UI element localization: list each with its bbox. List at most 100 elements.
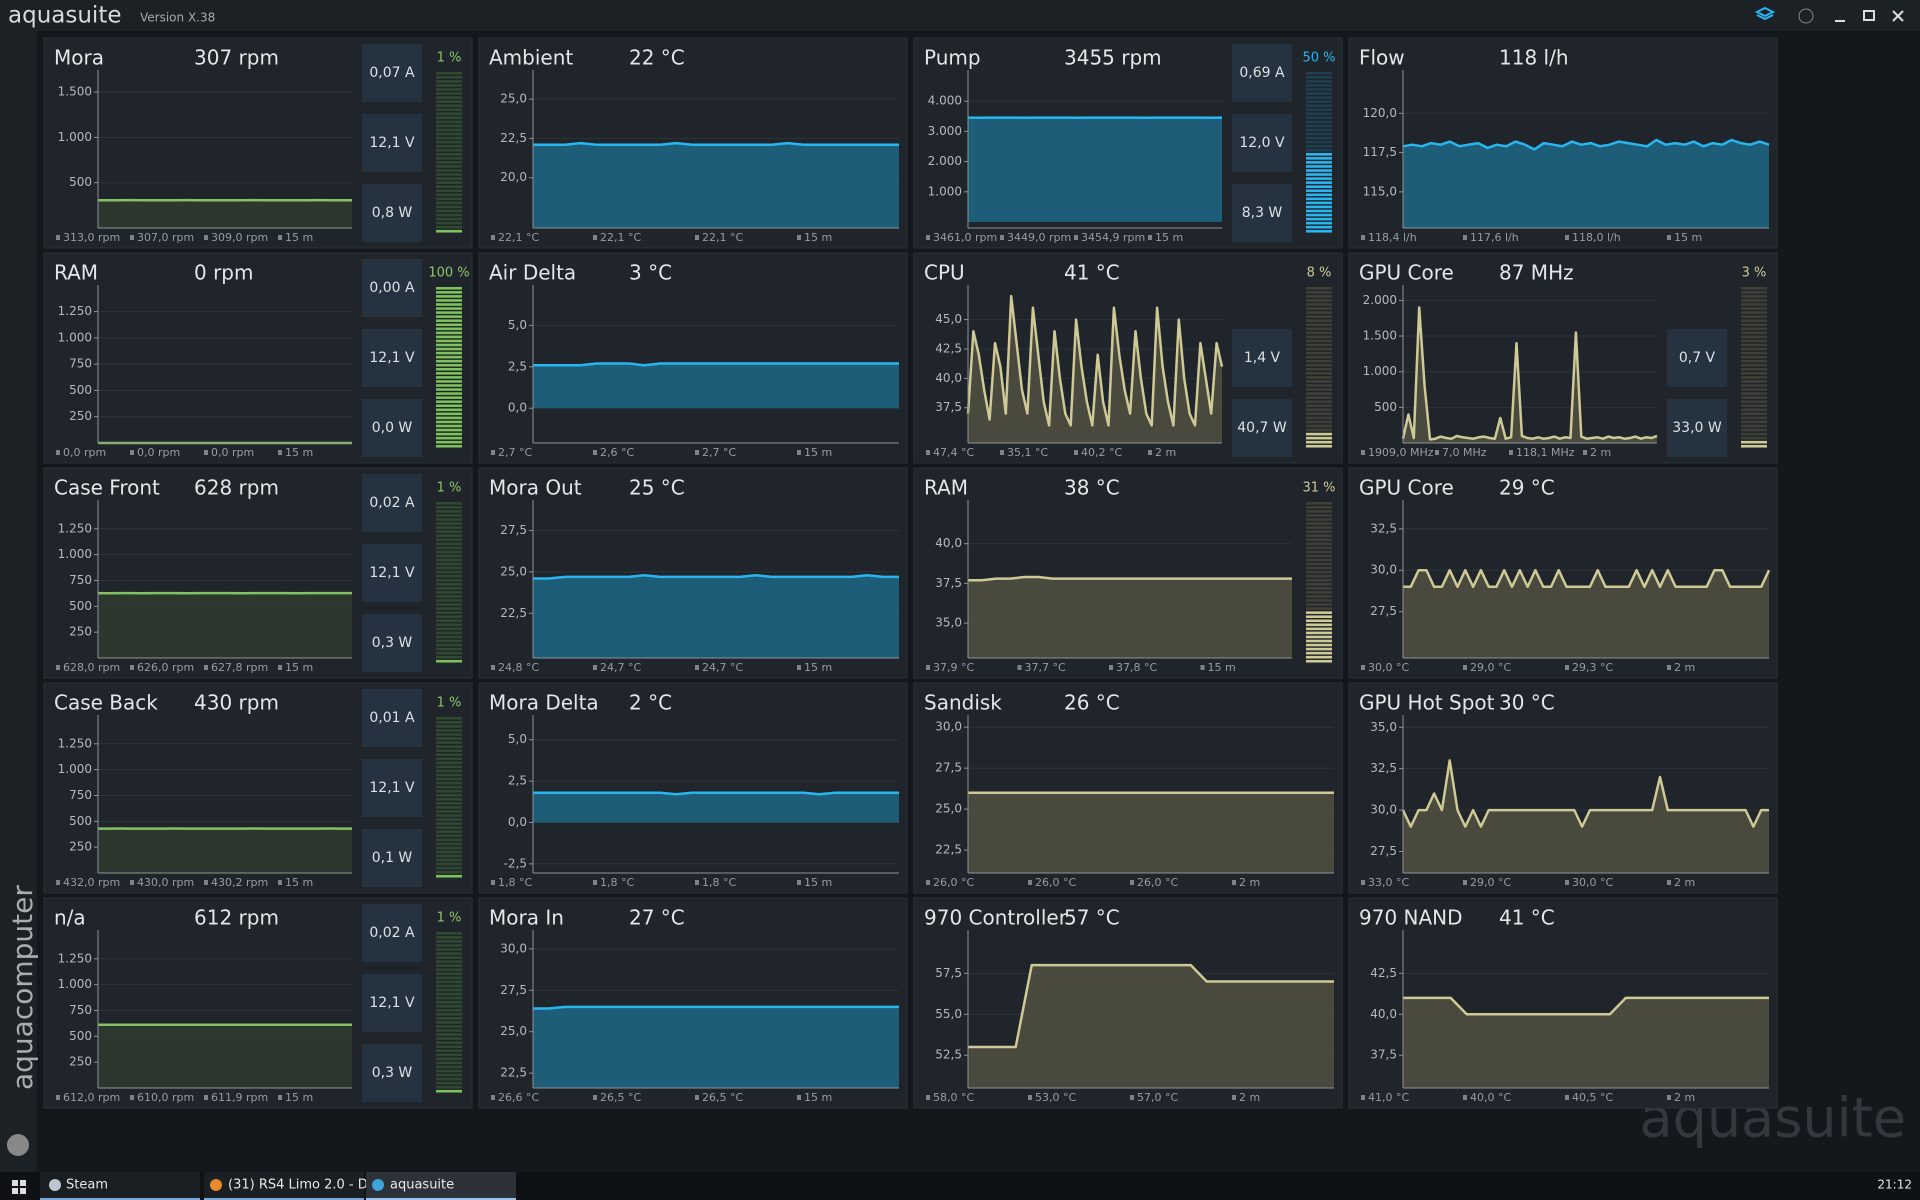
readout-box [362, 829, 422, 887]
y-tick-label: 25,0 [500, 1024, 527, 1038]
level-segment [436, 522, 462, 525]
level-segment [436, 615, 462, 618]
level-segment [436, 814, 462, 817]
level-segment [436, 785, 462, 789]
stat-label: 430,0 rpm [137, 876, 194, 889]
line [533, 1005, 899, 1010]
level-segment [436, 173, 462, 176]
level-segment [436, 347, 462, 351]
stat-label: 626,0 rpm [137, 661, 194, 674]
level-segment [1306, 376, 1332, 379]
y-tick-label: 22,5 [500, 606, 527, 620]
start-button[interactable] [12, 1180, 26, 1194]
line [533, 362, 899, 367]
maximize-button[interactable] [1863, 10, 1875, 21]
taskbar-item[interactable]: aquasuite [390, 1178, 454, 1193]
level-segment [436, 1037, 462, 1040]
stat-icon [130, 880, 134, 885]
panel-title: CPU [924, 261, 965, 285]
taskbar-item[interactable]: Steam [66, 1178, 108, 1193]
level-segment [1306, 542, 1332, 546]
stat-label: 15 m [804, 231, 832, 244]
level-segment [436, 388, 462, 391]
stat-label: 2 m [1239, 876, 1260, 889]
level-segment [436, 416, 462, 420]
level-segment [436, 116, 462, 120]
level-segment [1306, 112, 1332, 116]
level-segment [1741, 372, 1767, 375]
level-segment [1306, 627, 1332, 631]
taskbar-item-bg[interactable] [366, 1172, 516, 1200]
level-segment [1306, 639, 1332, 643]
y-tick-label: 25,0 [935, 802, 962, 816]
stat-icon [695, 880, 699, 885]
y-tick-label: 1.000 [58, 130, 92, 144]
level-segment [436, 822, 462, 825]
level-segment [436, 193, 462, 197]
taskbar-item-bg[interactable] [40, 1172, 200, 1200]
level-segment [436, 1000, 462, 1004]
area [968, 117, 1222, 222]
level-segment [1306, 100, 1332, 103]
stat-label: 0,0 rpm [137, 446, 180, 459]
window-controls[interactable] [1754, 6, 1904, 24]
level-segment [1306, 380, 1332, 383]
level-segment [436, 368, 462, 371]
stat-label: 33,0 °C [1368, 876, 1409, 889]
level-segment [1741, 323, 1767, 327]
stat-icon [1232, 1095, 1236, 1100]
level-segment [1306, 323, 1332, 327]
level-segment [436, 737, 462, 740]
stat-label: 15 m [804, 446, 832, 459]
stat-icon [1583, 450, 1587, 455]
stat-label: 628,0 rpm [63, 661, 120, 674]
level-segment [1306, 225, 1332, 229]
readout-value: 0,02 A [369, 925, 415, 941]
readout-value: 1,4 V [1244, 350, 1281, 366]
level-segment [436, 757, 462, 761]
stat-label: 432,0 rpm [63, 876, 120, 889]
taskbar-item[interactable]: (31) RS4 Limo 2.0 - Di... [228, 1178, 384, 1193]
stat-icon [1148, 235, 1152, 240]
stat-label: 24,8 °C [498, 661, 539, 674]
level-segment [1306, 96, 1332, 99]
level-segment [1306, 623, 1332, 627]
panel-reading: 87 MHz [1499, 261, 1574, 285]
stat-icon [278, 880, 282, 885]
level-segment [436, 112, 462, 116]
stat-label: 610,0 rpm [137, 1091, 194, 1104]
layers-icon[interactable] [1754, 6, 1776, 21]
readout-value: 12,1 V [369, 995, 415, 1011]
level-segment [436, 866, 462, 870]
level-segment [436, 1089, 462, 1093]
taskbar-item-bg[interactable] [204, 1172, 364, 1200]
stat-icon [1232, 880, 1236, 885]
level-segment [1306, 643, 1332, 647]
y-tick-label: 120,0 [1363, 106, 1397, 120]
level-segment [436, 84, 462, 87]
level-segment [1741, 428, 1767, 432]
level-segment [436, 980, 462, 984]
stat-icon [1074, 450, 1078, 455]
readout-box [1232, 329, 1292, 387]
stat-icon [491, 235, 495, 240]
level-segment [436, 514, 462, 517]
readout-box [362, 974, 422, 1032]
readout-box [1232, 184, 1292, 242]
line [966, 294, 1224, 427]
level-segment [1306, 181, 1332, 184]
level-segment [1741, 412, 1767, 416]
stat-label: 2 m [1674, 1091, 1695, 1104]
panel-reading: 2 °C [629, 691, 672, 715]
level-segment [436, 659, 462, 663]
level-segment [436, 506, 462, 509]
panel-reading: 0 rpm [194, 261, 253, 285]
level-segment [436, 964, 462, 967]
close-button[interactable] [1892, 10, 1904, 22]
info-icon[interactable] [1798, 8, 1814, 24]
area [533, 792, 899, 823]
level-segment [1741, 400, 1767, 403]
level-segment [436, 546, 462, 550]
readout-box [362, 114, 422, 172]
stat-label: 118,4 l/h [1368, 231, 1417, 244]
